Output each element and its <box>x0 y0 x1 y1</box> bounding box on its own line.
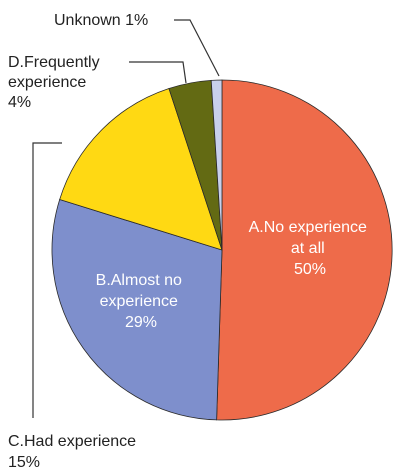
label-slice-3-line-1: experience <box>8 74 86 91</box>
leader-line-unknown <box>174 19 220 77</box>
pie-slice-0 <box>216 79 393 421</box>
pie-slice-1 <box>51 199 223 421</box>
label-slice-1: B.Almost no experience 29% <box>96 272 187 331</box>
slice-labels: A.No experience at all 50% B.Almost no e… <box>8 12 372 471</box>
label-slice-0: A.No experience at all 50% <box>249 219 372 278</box>
label-slice-4: Unknown 1% <box>54 12 148 29</box>
pie-slice-4 <box>210 79 223 251</box>
label-slice-4-line-0: Unknown 1% <box>54 12 148 29</box>
label-slice-1-line-1: experience <box>100 293 178 310</box>
label-slice-3: D.Frequently experience 4% <box>8 54 104 111</box>
label-slice-2-line-0: C.Had experience <box>8 433 136 450</box>
label-slice-2: C.Had experience 15% <box>8 433 141 471</box>
label-slice-3-line-0: D.Frequently <box>8 54 100 71</box>
label-slice-0-line-1: at all <box>291 240 325 257</box>
pie-slices <box>51 79 393 421</box>
label-slice-2-line-1: 15% <box>8 454 40 471</box>
leader-line-frequently <box>129 61 187 84</box>
leader-line-had-experience <box>32 142 62 418</box>
label-slice-0-line-2: 50% <box>294 261 326 278</box>
label-slice-0-line-0: A.No experience <box>249 219 367 236</box>
pie-slice-2 <box>59 87 223 251</box>
label-slice-1-line-2: 29% <box>125 314 157 331</box>
leader-lines <box>32 19 220 418</box>
label-slice-1-line-0: B.Almost no <box>96 272 182 289</box>
label-slice-3-line-2: 4% <box>8 94 31 111</box>
